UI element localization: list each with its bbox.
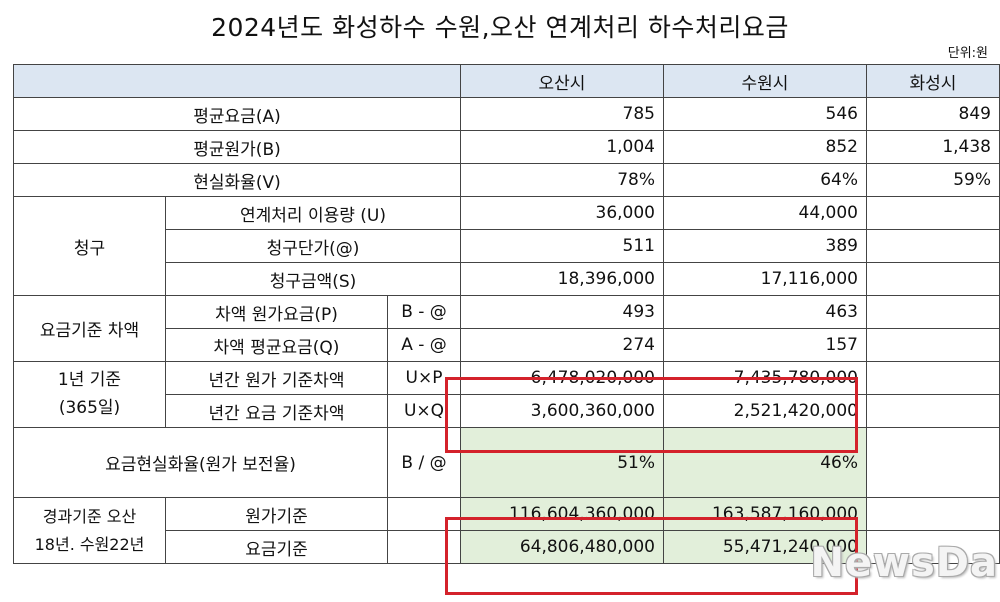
- cell-value: 1,004: [460, 130, 664, 164]
- group-label-elapsed: 경과기준 오산 18년. 수원22년: [13, 497, 166, 564]
- cell-value: 78%: [460, 163, 664, 197]
- cell-value: 2,521,420,000: [663, 394, 867, 428]
- table-row: 평균원가(B) 1,004 852 1,438: [13, 130, 1000, 164]
- cell-value: 163,587,160,000: [663, 497, 867, 531]
- cell-value: 6,478,020,000: [460, 361, 664, 395]
- cell-value: 274: [460, 328, 664, 362]
- table-row: 요금현실화율(원가 보전율) B / @ 51% 46%: [13, 427, 1000, 498]
- cell-value: 389: [663, 229, 867, 263]
- row-label: 청구금액(S): [165, 262, 461, 296]
- cell-empty: [866, 427, 1000, 498]
- cell-empty: [866, 530, 1000, 564]
- table-row: 차액 평균요금(Q) A - @ 274 157: [14, 328, 1000, 362]
- group-label-line: 1년 기준: [57, 370, 122, 391]
- row-label: 차액 평균요금(Q): [165, 328, 388, 362]
- cell-value: 849: [866, 97, 1000, 131]
- watermark-logo: NewsDa: [810, 540, 998, 586]
- formula-cell: B / @: [387, 427, 461, 498]
- row-label: 요금기준: [165, 530, 388, 564]
- cell-value: 51%: [460, 427, 664, 498]
- row-label: 년간 요금 기준차액: [165, 394, 388, 428]
- cell-value: 59%: [866, 163, 1000, 197]
- row-label: 원가기준: [165, 497, 388, 531]
- group-label-annual: 1년 기준 (365일): [13, 361, 166, 428]
- cell-value: 493: [460, 295, 664, 329]
- table-row: 요금기준 차액 차액 원가요금(P) B - @ 493 463: [13, 295, 1000, 362]
- cell-value: 157: [663, 328, 867, 362]
- formula-cell: B - @: [387, 295, 461, 329]
- header-suwon: 수원시: [663, 64, 867, 98]
- table-row: 청구금액(S) 18,396,000 17,116,000: [14, 262, 1000, 296]
- row-label: 평균요금(A): [13, 97, 461, 131]
- cell-value: 64%: [663, 163, 867, 197]
- group-label-diff: 요금기준 차액: [13, 295, 166, 362]
- cell-value: 46%: [663, 427, 867, 498]
- row-label: 요금현실화율(원가 보전율): [13, 427, 388, 498]
- cell-empty: [866, 196, 1000, 230]
- cell-value: 511: [460, 229, 664, 263]
- cell-value: 852: [663, 130, 867, 164]
- table-row: 현실화율(V) 78% 64% 59%: [13, 163, 1000, 197]
- cell-empty: [866, 361, 1000, 395]
- cell-empty: [866, 328, 1000, 362]
- group-label-line: 18년. 수원22년: [34, 534, 145, 554]
- table-row: 1년 기준 (365일) 년간 원가 기준차액 U×P 6,478,020,00…: [13, 361, 1000, 428]
- row-label: 청구단가(@): [165, 229, 461, 263]
- formula-cell: A - @: [387, 328, 461, 362]
- table-row: 요금기준 64,806,480,000 55,471,240,000: [14, 530, 1000, 564]
- cell-value: 17,116,000: [663, 262, 867, 296]
- fee-table: 오산시 수원시 화성시 평균요금(A) 785 546 849 평균원가(B) …: [13, 64, 1000, 564]
- group-label-line: (365일): [58, 397, 121, 418]
- cell-value: 785: [460, 97, 664, 131]
- row-label: 차액 원가요금(P): [165, 295, 388, 329]
- table-row: 청구단가(@) 511 389: [14, 229, 1000, 263]
- cell-value: 55,471,240,000: [663, 530, 867, 564]
- cell-empty: [866, 497, 1000, 531]
- group-label-line: 경과기준 오산: [42, 506, 137, 526]
- cell-value: 44,000: [663, 196, 867, 230]
- table-row: 경과기준 오산 18년. 수원22년 원가기준 116,604,360,000 …: [13, 497, 1000, 564]
- cell-empty: [866, 394, 1000, 428]
- table-row: 평균요금(A) 785 546 849: [13, 97, 1000, 131]
- row-label: 년간 원가 기준차액: [165, 361, 388, 395]
- header-row: 오산시 수원시 화성시: [13, 64, 1000, 98]
- cell-empty: [866, 262, 1000, 296]
- cell-value: 18,396,000: [460, 262, 664, 296]
- formula-cell: U×Q: [387, 394, 461, 428]
- table-row: 년간 요금 기준차액 U×Q 3,600,360,000 2,521,420,0…: [14, 394, 1000, 428]
- table-row: 청구 연계처리 이용량 (U) 36,000 44,000: [13, 196, 1000, 296]
- unit-label: 단위:원: [947, 46, 988, 61]
- cell-value: 3,600,360,000: [460, 394, 664, 428]
- group-label-billing: 청구: [13, 196, 166, 296]
- cell-empty: [866, 295, 1000, 329]
- cell-value: 7,435,780,000: [663, 361, 867, 395]
- cell-empty: [387, 497, 461, 531]
- formula-cell: U×P: [387, 361, 461, 395]
- cell-value: 36,000: [460, 196, 664, 230]
- cell-value: 546: [663, 97, 867, 131]
- header-hwaseong: 화성시: [866, 64, 1000, 98]
- header-blank: [13, 64, 461, 98]
- cell-value: 64,806,480,000: [460, 530, 664, 564]
- cell-empty: [866, 229, 1000, 263]
- cell-value: 1,438: [866, 130, 1000, 164]
- row-label: 연계처리 이용량 (U): [165, 196, 461, 230]
- cell-empty: [387, 530, 461, 564]
- cell-value: 463: [663, 295, 867, 329]
- row-label: 현실화율(V): [13, 163, 461, 197]
- header-osan: 오산시: [460, 64, 664, 98]
- page-title: 2024년도 화성하수 수원,오산 연계처리 하수처리요금: [211, 13, 789, 42]
- row-label: 평균원가(B): [13, 130, 461, 164]
- cell-value: 116,604,360,000: [460, 497, 664, 531]
